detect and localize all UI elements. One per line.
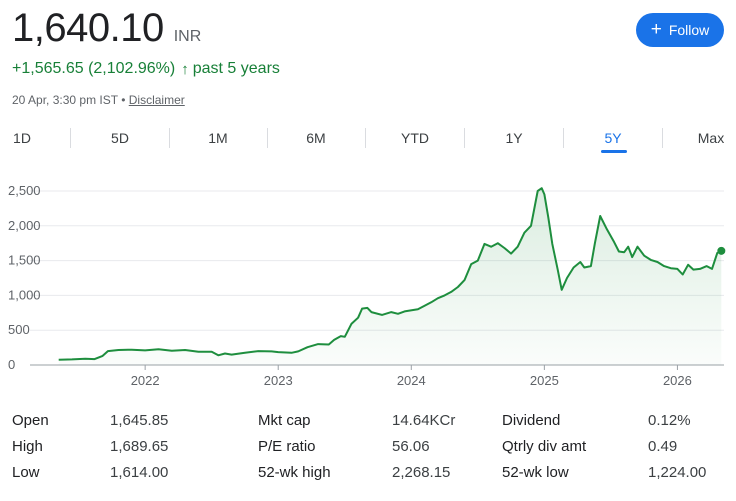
active-tab-indicator: [601, 150, 627, 153]
arrow-up-icon: ↑: [181, 60, 189, 78]
tab-6m[interactable]: 6M: [306, 130, 326, 146]
tab-divider: [662, 128, 663, 148]
x-tick-label: 2023: [264, 373, 293, 388]
stat-label: High: [12, 438, 43, 455]
tab-max[interactable]: Max: [697, 130, 725, 146]
tab-divider: [267, 128, 268, 148]
price-area-fill: [58, 188, 722, 365]
tab-divider: [169, 128, 170, 148]
stat-label: Dividend: [502, 412, 561, 429]
change-period: past 5 years: [192, 60, 280, 77]
separator-dot: •: [121, 93, 126, 107]
stat-label: Qtrly div amt: [502, 438, 587, 455]
stat-value: 0.12%: [648, 412, 691, 429]
price-chart[interactable]: 0 500 1,000 1,500 2,000 2,500 2022 2023 2024 2025…: [0, 168, 736, 398]
follow-label: Follow: [668, 22, 710, 38]
x-tick-label: 2024: [397, 373, 426, 388]
follow-button[interactable]: + Follow: [636, 13, 724, 47]
tab-divider: [464, 128, 465, 148]
stat-label: 52-wk high: [258, 464, 331, 481]
x-tick-label: 2026: [663, 373, 692, 388]
current-price: 1,640.10: [12, 6, 164, 50]
tab-divider: [70, 128, 71, 148]
tab-divider: [365, 128, 366, 148]
range-tabs: 1D 5D 1M 6M YTD 1Y 5Y Max: [0, 124, 736, 154]
x-tick-label: 2025: [530, 373, 559, 388]
tab-1y[interactable]: 1Y: [505, 130, 523, 146]
stat-value: 0.49: [648, 438, 678, 455]
stat-label: Open: [12, 412, 49, 429]
stat-value: 1,614.00: [110, 464, 169, 481]
x-tick-label: 2022: [131, 373, 160, 388]
stat-value: 1,689.65: [110, 438, 169, 455]
stat-label: 52-wk low: [502, 464, 569, 481]
y-tick-label: 0: [8, 357, 15, 372]
current-price-dot: [717, 246, 726, 255]
stat-value: 56.06: [392, 438, 430, 455]
tab-1d[interactable]: 1D: [13, 130, 31, 146]
timestamp: 20 Apr, 3:30 pm IST: [12, 93, 118, 107]
currency-code: INR: [173, 28, 202, 45]
tab-1m[interactable]: 1M: [208, 130, 228, 146]
stat-label: Low: [12, 464, 40, 481]
tab-5d[interactable]: 5D: [111, 130, 129, 146]
y-tick-label: 2,500: [8, 183, 41, 198]
stat-value: 14.64KCr: [392, 412, 456, 429]
plus-icon: +: [650, 18, 662, 40]
price-line: [58, 187, 722, 361]
tab-divider: [563, 128, 564, 148]
stat-label: Mkt cap: [258, 412, 311, 429]
tab-5y[interactable]: 5Y: [604, 130, 622, 146]
y-tick-label: 1,500: [8, 253, 41, 268]
stat-value: 1,645.85: [110, 412, 169, 429]
price-header: 1,640.10 INR: [12, 6, 201, 51]
timestamp-row: 20 Apr, 3:30 pm IST • Disclaimer: [12, 93, 185, 107]
stat-label: P/E ratio: [258, 438, 316, 455]
disclaimer-link[interactable]: Disclaimer: [128, 93, 185, 107]
stat-value: 1,224.00: [648, 464, 707, 481]
y-tick-label: 1,000: [8, 287, 41, 302]
tab-ytd[interactable]: YTD: [401, 130, 429, 146]
y-tick-label: 500: [8, 322, 30, 337]
change-value: +1,565.65 (2,102.96%): [12, 60, 176, 77]
y-tick-label: 2,000: [8, 218, 41, 233]
stat-value: 2,268.15: [392, 464, 451, 481]
price-change: +1,565.65 (2,102.96%) ↑ past 5 years: [12, 60, 280, 78]
